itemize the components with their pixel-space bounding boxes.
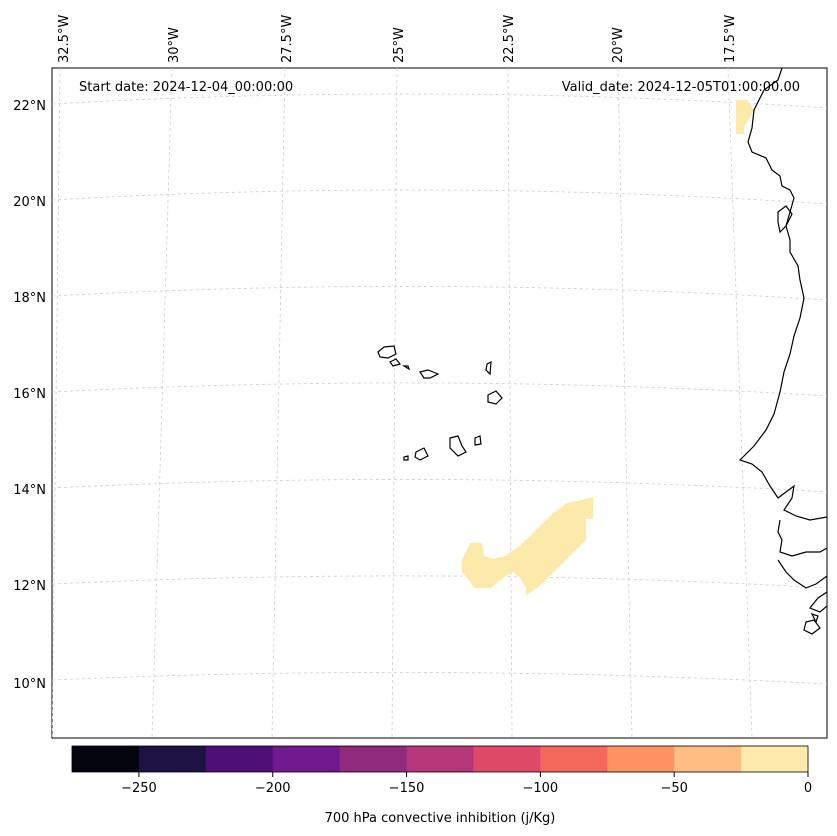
coastlines bbox=[377, 68, 827, 635]
colorbar: −250 −200 −150 −100 −50 0 700 hPa convective … bbox=[71, 745, 812, 826]
island-santo-antao bbox=[377, 345, 397, 359]
island-brava bbox=[403, 455, 409, 461]
lat-label: 10°N bbox=[13, 677, 46, 692]
island-sal bbox=[485, 360, 492, 376]
guinea-bissau-coastline bbox=[777, 559, 827, 613]
colorbar-tick-label: −250 bbox=[121, 781, 157, 796]
lon-label: 25°W bbox=[392, 27, 407, 63]
gridline-20n bbox=[52, 189, 827, 205]
island-boa-vista bbox=[487, 390, 503, 405]
colorbar-tick-label: −200 bbox=[255, 781, 291, 796]
lon-label: 17.5°W bbox=[723, 15, 738, 63]
gridline-22-5w bbox=[507, 68, 513, 738]
africa-coastline bbox=[738, 68, 827, 521]
lat-label: 14°N bbox=[13, 483, 46, 498]
gambia-coastline bbox=[777, 519, 827, 557]
bijagos-coastline bbox=[803, 612, 821, 635]
colorbar-tick-label: 0 bbox=[804, 781, 812, 796]
gridline-18n bbox=[52, 286, 827, 301]
gridline-20w bbox=[617, 68, 633, 738]
gridline-10n bbox=[52, 672, 827, 685]
colorbar-tick-label: −100 bbox=[523, 781, 559, 796]
colorbar-swatches bbox=[72, 746, 809, 772]
start-date-text: Start date: 2024-12-04_00:00:00 bbox=[79, 80, 293, 95]
colorbar-swatch bbox=[540, 746, 608, 772]
lat-label: 22°N bbox=[13, 99, 46, 114]
colorbar-swatch bbox=[205, 746, 274, 772]
lat-label: 18°N bbox=[13, 291, 46, 306]
colorbar-swatch bbox=[138, 746, 207, 772]
colorbar-swatch bbox=[406, 746, 474, 772]
longitude-gridlines bbox=[52, 68, 753, 738]
gridline-14n bbox=[52, 479, 827, 493]
cin-field-shapes bbox=[462, 100, 754, 595]
longitude-labels: 32.5°W 30°W 27.5°W 25°W 22.5°W 20°W 17.5… bbox=[57, 15, 738, 63]
lon-label: 20°W bbox=[611, 27, 626, 63]
colorbar-ticks: −250 −200 −150 −100 −50 0 bbox=[121, 772, 812, 796]
gridline-22n bbox=[52, 93, 827, 109]
colorbar-swatch bbox=[473, 746, 541, 772]
colorbar-swatch bbox=[72, 746, 140, 772]
colorbar-swatch bbox=[272, 746, 341, 772]
colorbar-outline bbox=[71, 745, 809, 773]
gridline-32-5w bbox=[52, 68, 61, 738]
lat-label: 12°N bbox=[13, 579, 46, 594]
island-maio bbox=[474, 435, 482, 446]
island-sao-vicente bbox=[389, 358, 402, 367]
colorbar-tick-label: −150 bbox=[389, 781, 425, 796]
map-area bbox=[52, 68, 827, 738]
colorbar-swatch bbox=[607, 746, 675, 772]
lon-label: 32.5°W bbox=[57, 15, 72, 63]
valid-date-text: Valid_date: 2024-12-05T01:00:00.00 bbox=[562, 80, 800, 95]
gridline-12n bbox=[52, 575, 827, 589]
latitude-labels: 22°N 20°N 18°N 16°N 14°N 12°N 10°N bbox=[13, 99, 46, 692]
map-frame bbox=[51, 67, 828, 739]
colorbar-label: 700 hPa convective inhibition (j/Kg) bbox=[325, 811, 556, 826]
colorbar-swatch bbox=[674, 746, 742, 772]
island-santiago bbox=[449, 435, 467, 457]
gridline-27-5w bbox=[271, 68, 286, 738]
cin-field-patch-south bbox=[462, 497, 593, 595]
lon-label: 30°W bbox=[167, 27, 182, 63]
cap-blanc-inlet bbox=[777, 205, 793, 234]
colorbar-swatch bbox=[339, 746, 408, 772]
cin-field-patch-north bbox=[736, 100, 754, 134]
colorbar-swatch bbox=[741, 746, 809, 772]
lat-label: 16°N bbox=[13, 387, 46, 402]
colorbar-tick-label: −50 bbox=[660, 781, 687, 796]
lat-label: 20°N bbox=[13, 195, 46, 210]
lon-label: 22.5°W bbox=[502, 15, 517, 63]
island-fogo bbox=[414, 447, 429, 461]
lon-label: 27.5°W bbox=[280, 15, 295, 63]
island-sao-nicolau bbox=[419, 369, 440, 379]
island-santa-luzia bbox=[401, 365, 411, 371]
gridline-25w bbox=[391, 68, 398, 738]
gridline-17-5w bbox=[727, 68, 753, 738]
gridline-30w bbox=[151, 68, 173, 738]
